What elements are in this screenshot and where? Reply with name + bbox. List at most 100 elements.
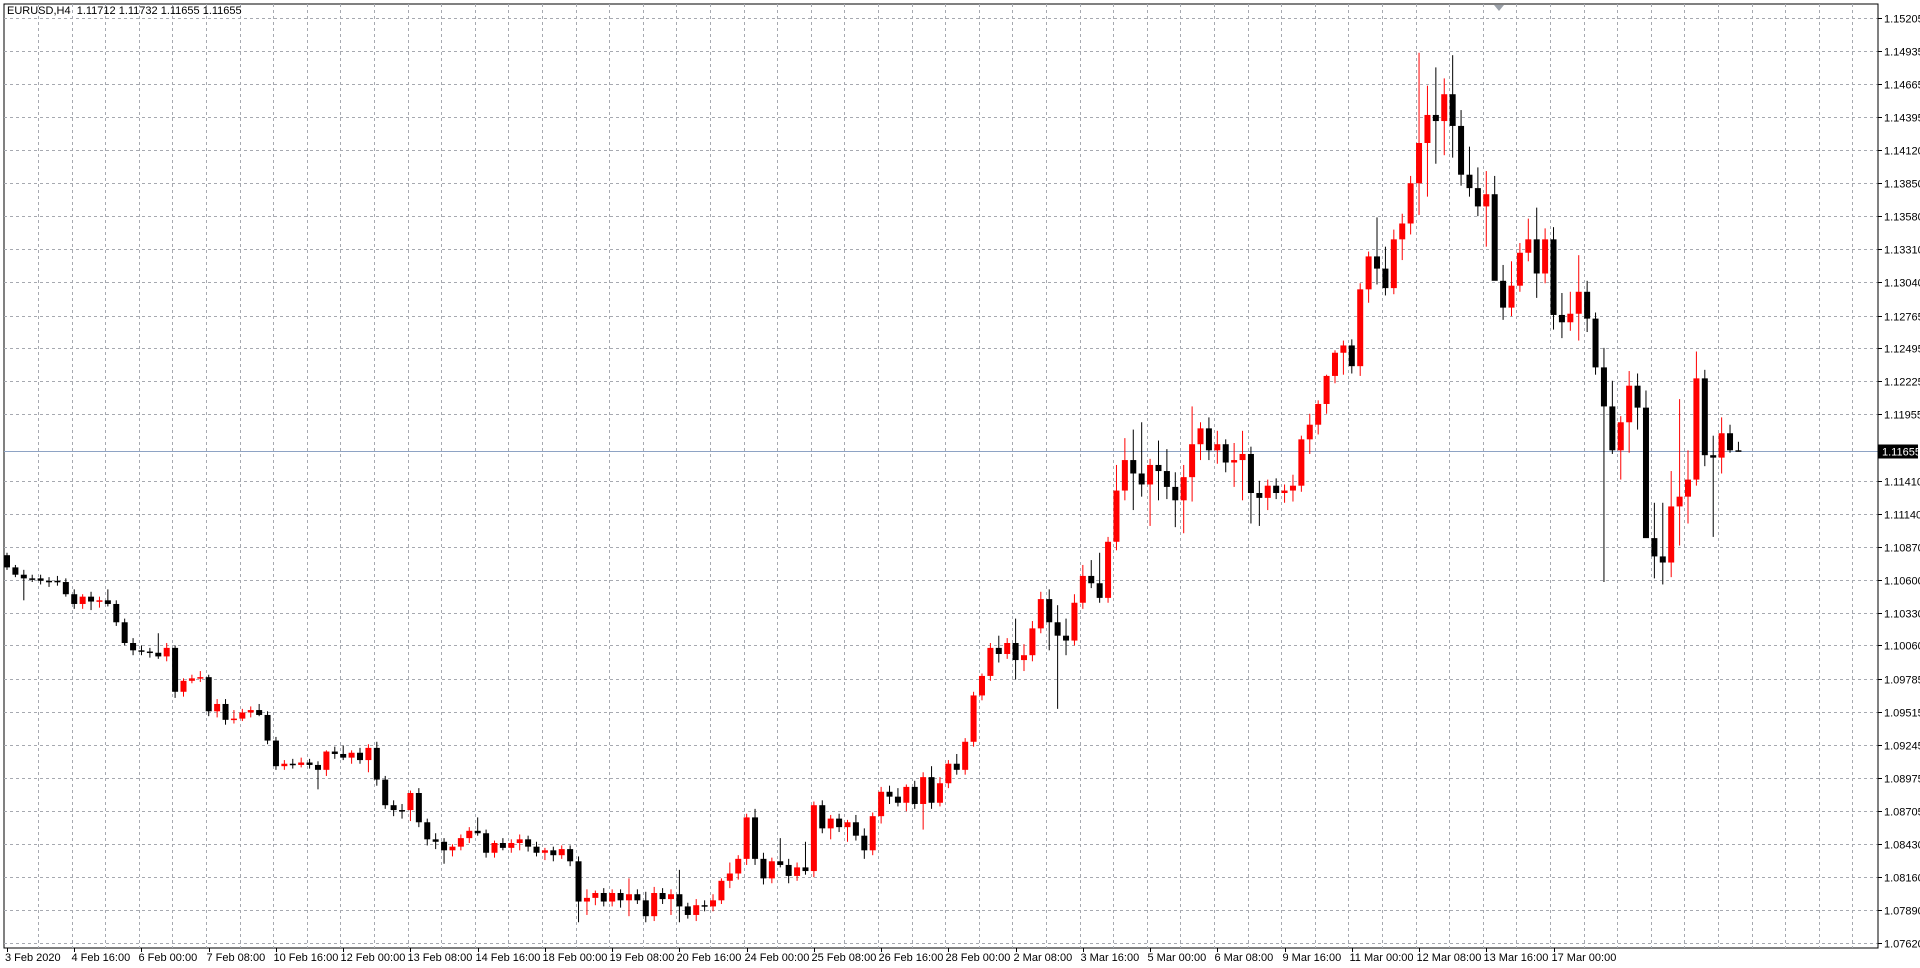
time-tick-label: 28 Feb 00:00 (946, 952, 1011, 964)
candle-body (289, 763, 296, 766)
time-tick-label: 26 Feb 16:00 (879, 952, 944, 964)
candle-body (466, 830, 473, 839)
price-tick-label: 1.14665 (1884, 80, 1920, 92)
candle-body (667, 894, 674, 900)
candle (1096, 552, 1103, 603)
candle-body (1458, 125, 1465, 175)
candle-body (222, 703, 229, 720)
candle-body (1239, 453, 1246, 461)
candle-body (1693, 378, 1700, 480)
candle (46, 577, 53, 587)
candle (583, 889, 590, 915)
candle-body (1365, 256, 1372, 290)
candle-body (62, 582, 69, 595)
candle-body (1558, 314, 1565, 323)
candle-body (1516, 252, 1523, 286)
candle (1651, 502, 1658, 579)
candle-body (1432, 114, 1439, 122)
time-tick-label: 6 Feb 00:00 (139, 952, 198, 964)
candle-body (113, 603, 120, 623)
candle-body (1163, 471, 1170, 487)
candle-body (743, 817, 750, 859)
candle-body (1021, 655, 1028, 661)
candle (567, 845, 574, 867)
price-tick-label: 1.15205 (1884, 14, 1920, 26)
price-tick-label: 1.10600 (1884, 576, 1920, 588)
candle (483, 829, 490, 858)
candle (407, 790, 414, 822)
price-tick-label: 1.13040 (1884, 278, 1920, 290)
candle (533, 841, 540, 857)
candle (1407, 175, 1414, 235)
candle-body (987, 647, 994, 676)
candle-body (978, 675, 985, 696)
candle (810, 801, 817, 878)
candle (760, 852, 767, 885)
ohlc-values: 1.11712 1.11732 1.11655 1.11655 (76, 5, 242, 17)
candle (550, 846, 557, 862)
candle-body (424, 822, 431, 840)
candle-body (1500, 280, 1507, 308)
candle-body (432, 839, 439, 842)
candle (752, 808, 759, 865)
candle-body (1071, 602, 1078, 641)
candle-body (642, 900, 649, 917)
current-price-box (1878, 444, 1918, 459)
candle-body (197, 677, 204, 679)
price-axis: 1.15205 1.14935 1.14665 1.14395 1.14120 1.138… (1877, 4, 1920, 951)
candle (188, 674, 195, 684)
current-price-text: 1.11655 (1882, 447, 1920, 459)
candle (676, 869, 683, 923)
candle (1021, 644, 1028, 672)
candle-body (1374, 256, 1381, 269)
candle-body (1567, 313, 1574, 323)
candle (1382, 246, 1389, 296)
candle (12, 564, 19, 578)
candle (239, 708, 246, 722)
candle-body (1533, 239, 1540, 274)
candle (1718, 417, 1725, 474)
candle (1079, 564, 1086, 609)
candle-body (1231, 460, 1238, 463)
candle-body (138, 650, 145, 652)
candle-body (1096, 583, 1103, 598)
candle (79, 594, 86, 609)
candle (987, 643, 994, 681)
candle (1424, 85, 1431, 197)
candle (357, 747, 364, 764)
candle (399, 803, 406, 819)
time-tick-label: 4 Feb 16:00 (72, 952, 131, 964)
candle (281, 760, 288, 770)
candle (373, 741, 380, 786)
candle (1340, 340, 1347, 375)
plot-area[interactable] (3, 3, 1879, 949)
candle-body (1205, 428, 1212, 451)
candle (625, 878, 632, 917)
candle (1189, 406, 1196, 502)
candle (1063, 618, 1070, 656)
candle-body (1466, 174, 1473, 189)
candle (718, 878, 725, 904)
candle (54, 575, 61, 586)
grid-lines (4, 4, 1878, 948)
candle-body (785, 864, 792, 876)
candle-body (1474, 188, 1481, 207)
candle (1155, 440, 1162, 501)
candle (104, 589, 111, 607)
candle-body (71, 594, 78, 604)
candle-body (953, 763, 960, 770)
candle-body (1180, 477, 1187, 501)
candle-body (735, 858, 742, 874)
candle (1701, 369, 1708, 467)
candle-body (281, 763, 288, 767)
candle-body (1592, 318, 1599, 368)
price-tick-label: 1.07890 (1884, 906, 1920, 918)
candle-body (399, 810, 406, 812)
candle-body (348, 752, 355, 758)
chart-shift-marker-icon[interactable] (1494, 5, 1504, 11)
candle-body (449, 846, 456, 851)
price-tick-label: 1.11410 (1884, 477, 1920, 489)
candle (659, 888, 666, 904)
